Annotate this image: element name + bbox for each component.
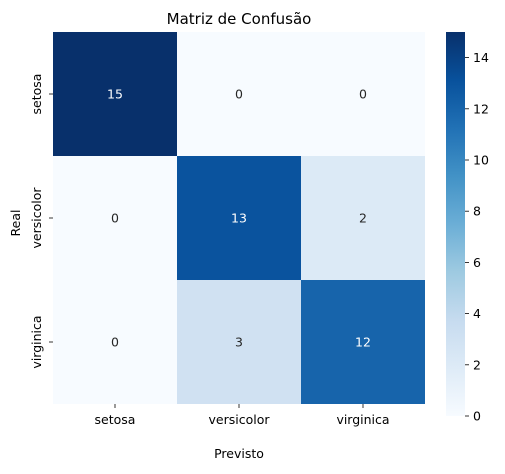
colorbar-gradient bbox=[446, 32, 465, 416]
x-tick-label-setosa: setosa bbox=[95, 412, 136, 427]
colorbar-tick-label-10: 10 bbox=[473, 153, 489, 168]
colorbar-tick-label-2: 2 bbox=[473, 357, 481, 372]
heatmap-grid: 15 0 0 0 13 2 0 3 12 bbox=[53, 32, 425, 404]
colorbar-tick-label-6: 6 bbox=[473, 255, 481, 270]
cell-setosa-virginica bbox=[301, 32, 425, 156]
cell-setosa-setosa bbox=[53, 32, 177, 156]
cell-value-virginica-versicolor: 3 bbox=[235, 335, 243, 350]
cell-value-virginica-virginica: 12 bbox=[355, 335, 371, 350]
cell-virginica-versicolor bbox=[177, 280, 301, 404]
cell-value-versicolor-setosa: 0 bbox=[111, 211, 119, 226]
colorbar-tick-label-14: 14 bbox=[473, 50, 489, 65]
cell-value-setosa-setosa: 15 bbox=[107, 87, 123, 102]
x-tick-label-virginica: virginica bbox=[336, 412, 389, 427]
y-tick-label-versicolor: versicolor bbox=[29, 187, 44, 249]
cell-value-versicolor-versicolor: 13 bbox=[231, 211, 247, 226]
cell-virginica-virginica bbox=[301, 280, 425, 404]
y-axis-label: Real bbox=[8, 210, 23, 237]
x-tick-label-versicolor: versicolor bbox=[209, 412, 271, 427]
x-axis-label: Previsto bbox=[214, 446, 264, 461]
y-axis: setosa versicolor virginica bbox=[29, 74, 53, 369]
x-axis: setosa versicolor virginica bbox=[95, 404, 390, 427]
cell-virginica-setosa bbox=[53, 280, 177, 404]
cell-value-virginica-setosa: 0 bbox=[111, 335, 119, 350]
cell-versicolor-virginica bbox=[301, 156, 425, 280]
cell-value-setosa-virginica: 0 bbox=[359, 87, 367, 102]
colorbar-tick-label-0: 0 bbox=[473, 409, 481, 424]
colorbar-tick-label-12: 12 bbox=[473, 101, 489, 116]
colorbar: 0 2 4 6 8 10 12 14 bbox=[446, 32, 489, 424]
cell-value-versicolor-virginica: 2 bbox=[359, 211, 367, 226]
chart-title: Matriz de Confusão bbox=[167, 10, 312, 28]
cell-versicolor-versicolor bbox=[177, 156, 301, 280]
cell-value-setosa-versicolor: 0 bbox=[235, 87, 243, 102]
cell-setosa-versicolor bbox=[177, 32, 301, 156]
colorbar-tick-label-4: 4 bbox=[473, 306, 481, 321]
y-tick-label-virginica: virginica bbox=[29, 315, 44, 368]
y-tick-label-setosa: setosa bbox=[29, 74, 44, 115]
colorbar-tick-label-8: 8 bbox=[473, 204, 481, 219]
cell-versicolor-setosa bbox=[53, 156, 177, 280]
